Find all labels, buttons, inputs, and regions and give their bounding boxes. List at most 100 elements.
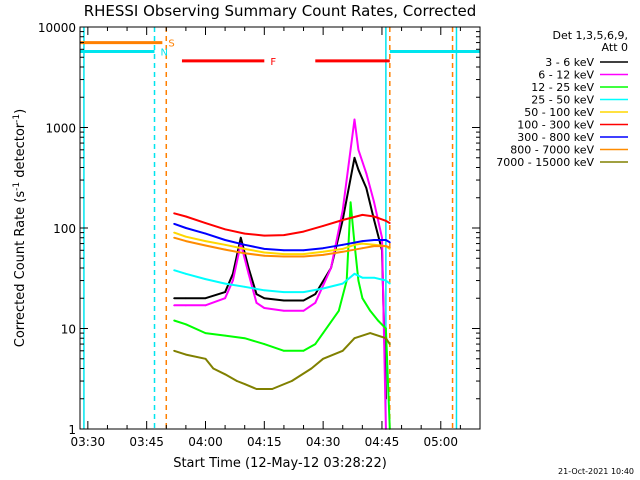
series-0-point-0 [173, 297, 176, 300]
y-axis-label-sup2: -1 [12, 114, 22, 123]
series-5-point-0 [173, 212, 176, 215]
series-2-point-8 [314, 343, 317, 345]
series-6-point-2 [204, 232, 207, 235]
legend-label-5: 100 - 300 keV [517, 119, 594, 132]
y-tick-label: 10 [61, 323, 76, 337]
series-1-point-10 [302, 309, 305, 312]
y-tick-label: 1000 [45, 122, 76, 136]
series-2-point-12 [349, 201, 352, 204]
series-5-point-12 [384, 219, 387, 222]
series-2-point-6 [283, 349, 285, 352]
series-3-point-4 [243, 285, 246, 288]
legend-label-0: 3 - 6 keV [545, 56, 594, 69]
series-5-point-2 [204, 222, 207, 224]
series-8-point-12 [341, 349, 344, 352]
x-tick-label: 03:45 [129, 435, 164, 449]
legend-title-detectors: Det 1,3,5,6,9, [552, 29, 628, 42]
series-3-point-2 [204, 278, 207, 281]
series-0-point-16 [365, 187, 368, 189]
series-1-point-13 [341, 209, 344, 212]
series-8-point-15 [384, 337, 387, 340]
y-axis-label-mid: detector [13, 122, 28, 182]
series-6-point-4 [243, 243, 246, 246]
y-tick-label: 100 [53, 222, 76, 236]
flag-bars: SN F [80, 39, 480, 68]
plot-area: SN F [80, 27, 480, 430]
series-1-point-15 [357, 148, 360, 151]
series-0-point-1 [184, 297, 187, 300]
series-6-point-10 [361, 240, 364, 243]
x-tick-label: 04:45 [365, 435, 400, 449]
series-0-point-8 [263, 297, 266, 300]
series-4-point-4 [243, 247, 246, 250]
series-line-5 [173, 212, 391, 237]
series-1-point-18 [381, 236, 383, 239]
series-0-point-14 [353, 156, 356, 159]
series-8-point-11 [322, 357, 325, 360]
series-3-point-6 [283, 291, 285, 294]
series-3-point-13 [384, 279, 387, 282]
series-6-point-1 [184, 227, 187, 229]
series-3-point-8 [322, 287, 325, 290]
series-6-point-11 [373, 239, 376, 241]
series-4-point-11 [361, 242, 364, 245]
legend-label-1: 6 - 12 keV [538, 69, 594, 82]
flag-s-label: S [168, 39, 174, 50]
series-5-point-13 [388, 222, 391, 224]
series-3-point-12 [373, 276, 376, 279]
series-2-point-3 [224, 334, 226, 337]
flag-n-label: N [161, 48, 168, 59]
legend-label-8: 7000 - 15000 keV [496, 156, 594, 169]
series-1-point-9 [283, 309, 285, 312]
series-6-point-3 [224, 239, 226, 241]
series-5-point-9 [341, 219, 344, 221]
series-1-point-4 [232, 279, 234, 282]
series-1-point-6 [247, 272, 250, 275]
series-2-point-5 [263, 343, 266, 345]
series-2-point-1 [184, 323, 187, 326]
series-2-point-16 [369, 309, 372, 312]
series-3-point-5 [263, 289, 266, 292]
series-1-point-8 [263, 307, 266, 309]
series-2-point-9 [322, 332, 325, 334]
series-7-point-0 [173, 236, 176, 239]
series-0-point-5 [239, 236, 242, 239]
series-0-point-7 [255, 293, 258, 295]
chart-title: RHESSI Observing Summary Count Rates, Co… [84, 2, 477, 20]
series-2-point-2 [204, 332, 207, 334]
series-4-point-3 [224, 243, 226, 246]
series-3-point-0 [173, 269, 176, 272]
series-7-point-13 [388, 246, 391, 249]
series-8-point-4 [224, 373, 226, 376]
timestamp: 21-Oct-2021 10:40 [558, 467, 634, 476]
series-7-point-7 [302, 255, 305, 258]
series-1-point-3 [224, 297, 226, 300]
series-2-point-18 [384, 327, 387, 330]
series-4-point-7 [302, 253, 305, 255]
series-5-point-10 [361, 214, 364, 216]
series-6-point-0 [173, 222, 176, 225]
legend-label-4: 50 - 100 keV [524, 106, 594, 119]
y-axis-label-sup1: -1 [12, 182, 22, 191]
legend-label-3: 25 - 50 keV [531, 94, 594, 107]
flag-f-label: F [270, 57, 276, 68]
series-line-6 [173, 222, 391, 252]
series-3-point-3 [224, 282, 226, 285]
series-4-point-9 [341, 247, 344, 250]
series-8-point-16 [388, 343, 391, 345]
x-axis-label: Start Time (12-May-12 03:28:22) [173, 456, 387, 471]
series-1-point-2 [204, 304, 207, 307]
series-5-point-4 [243, 232, 246, 235]
series-2-point-17 [377, 319, 379, 322]
series-3-point-11 [361, 276, 364, 279]
y-axis-label: Corrected Count Rate (s-1 detector-1) [12, 109, 28, 347]
x-tick-label: 04:15 [247, 435, 282, 449]
y-axis-label-end: ) [13, 109, 28, 114]
series-0-point-2 [204, 297, 207, 300]
series-2-point-0 [173, 319, 176, 322]
series-5-point-3 [224, 228, 226, 231]
series-8-point-7 [255, 388, 258, 390]
series-4-point-10 [353, 243, 356, 246]
series-7-point-2 [204, 244, 207, 247]
